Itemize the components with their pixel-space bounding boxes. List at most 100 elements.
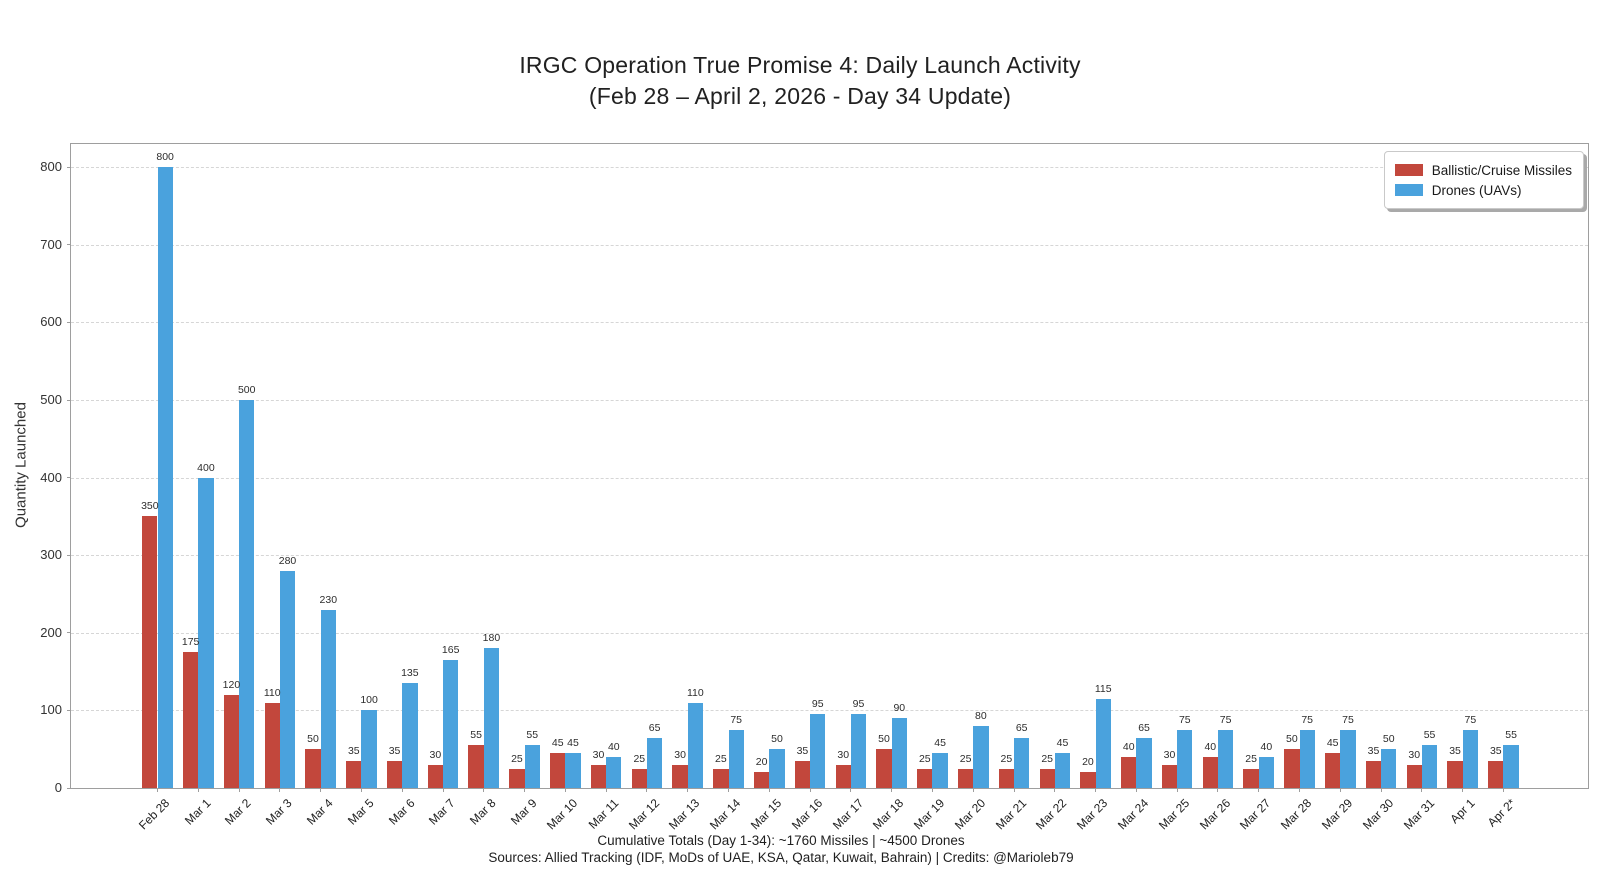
bar-missiles-mar-7	[427, 764, 443, 788]
bar-value-label: 25	[918, 752, 931, 765]
x-tick-label: Mar 2	[222, 796, 254, 828]
bar-value-label: 55	[470, 729, 482, 742]
bar-drones-feb-28	[157, 167, 173, 788]
bar-value-label: 25	[715, 752, 727, 765]
bar-value-label: 45	[934, 737, 946, 750]
bar-value-label: 35	[1489, 744, 1502, 757]
bar-missiles-mar-12	[631, 768, 647, 788]
y-tick-label: 0	[54, 780, 62, 795]
bar-value-label: 45	[567, 737, 579, 750]
bar-drones-mar-19	[932, 753, 948, 788]
bar-drones-mar-3	[279, 570, 296, 788]
x-tick-label: Feb 28	[136, 796, 173, 833]
bar-value-label: 50	[307, 733, 319, 746]
bar-drones-mar-4	[320, 609, 336, 788]
x-tick-mark	[687, 788, 689, 792]
x-tick-mark	[1176, 788, 1178, 792]
bar-value-label: 35	[796, 744, 809, 757]
bar-drones-mar-20	[973, 725, 989, 788]
bar-drones-mar-9	[524, 745, 540, 788]
bar-value-label: 75	[1219, 713, 1232, 726]
x-tick-label: Mar 22	[1033, 796, 1070, 833]
x-tick-label: Mar 14	[707, 796, 744, 833]
legend-item-label: Ballistic/Cruise Missiles	[1431, 162, 1572, 178]
bar-value-label: 30	[837, 748, 850, 761]
bar-missiles-mar-29	[1325, 753, 1341, 788]
bar-drones-apr-1	[1462, 729, 1478, 788]
plot-area: Ballistic/Cruise Missiles Drones (UAVs) 0…	[40, 143, 1589, 832]
bar-missiles-mar-27	[1243, 768, 1259, 788]
bar-value-label: 30	[1163, 748, 1176, 761]
x-tick-label: Mar 15	[747, 796, 785, 833]
x-tick-label: Mar 18	[870, 796, 907, 833]
legend-item-drones: Drones (UAVs)	[1394, 180, 1572, 200]
bar-drones-mar-27	[1258, 756, 1275, 788]
bar-value-label: 40	[607, 740, 620, 753]
bar-drones-apr-2-	[1503, 745, 1519, 788]
bar-drones-mar-15	[769, 749, 785, 788]
x-tick-label: Mar 11	[585, 796, 622, 832]
bar-value-label: 75	[1464, 713, 1477, 726]
x-tick-label: Apr 2*	[1484, 796, 1519, 830]
bar-value-label: 30	[592, 748, 605, 761]
y-tick-label: 100	[40, 702, 62, 718]
x-tick-mark	[891, 788, 893, 792]
y-tick-label: 300	[40, 547, 62, 563]
bar-drones-mar-13	[687, 702, 704, 788]
y-tick-label: 200	[40, 624, 62, 640]
x-tick-label: Mar 28	[1278, 796, 1315, 833]
bar-missiles-mar-28	[1284, 749, 1300, 788]
gridline-700	[71, 244, 1588, 246]
x-tick-label: Mar 13	[666, 796, 703, 833]
y-tick-mark	[67, 321, 71, 323]
x-tick-mark	[1135, 788, 1137, 792]
bar-missiles-mar-18	[876, 749, 892, 788]
y-tick-mark	[67, 632, 71, 634]
x-tick-mark	[1462, 788, 1464, 792]
bar-drones-mar-14	[728, 729, 744, 788]
x-tick-label: Mar 7	[426, 796, 458, 828]
bar-missiles-mar-14	[713, 768, 729, 788]
bar-value-label: 800	[156, 151, 174, 164]
x-tick-mark	[1299, 788, 1301, 792]
bar-value-label: 25	[511, 752, 523, 765]
x-tick-label: Mar 31	[1400, 796, 1437, 833]
x-tick-mark	[1013, 788, 1015, 792]
x-tick-label: Mar 16	[788, 796, 825, 833]
x-tick-mark	[850, 788, 852, 792]
bar-missiles-mar-9	[509, 768, 525, 788]
bar-missiles-mar-4	[305, 749, 321, 788]
x-tick-label: Mar 20	[951, 796, 989, 833]
bar-drones-mar-17	[850, 714, 867, 788]
x-tick-mark	[401, 788, 403, 792]
x-tick-mark	[360, 788, 362, 792]
bar-value-label: 45	[1326, 737, 1339, 750]
bar-missiles-feb-28	[142, 516, 158, 788]
x-tick-label: Mar 1	[181, 796, 214, 828]
y-tick-mark	[67, 554, 71, 556]
bar-value-label: 100	[360, 694, 378, 707]
bar-value-label: 40	[1260, 740, 1273, 753]
x-tick-mark	[1502, 788, 1504, 792]
x-tick-label: Mar 25	[1155, 796, 1193, 833]
bar-value-label: 175	[181, 636, 200, 649]
x-tick-mark	[768, 788, 770, 792]
bar-missiles-mar-26	[1202, 756, 1218, 788]
bar-missiles-mar-5	[346, 760, 362, 788]
bar-drones-mar-28	[1299, 729, 1315, 788]
bar-missiles-mar-8	[468, 745, 484, 788]
legend-item-missiles: Ballistic/Cruise Missiles	[1394, 160, 1572, 180]
bar-missiles-mar-24	[1121, 756, 1137, 788]
bar-missiles-mar-17	[835, 764, 851, 788]
bar-value-label: 20	[1082, 756, 1094, 769]
bar-drones-mar-1	[198, 477, 214, 788]
bar-missiles-mar-25	[1161, 764, 1178, 788]
bar-value-label: 50	[1382, 733, 1395, 746]
bar-value-label: 50	[771, 733, 783, 746]
x-tick-label: Mar 27	[1237, 796, 1274, 833]
x-tick-mark	[1095, 788, 1097, 792]
x-tick-mark	[972, 788, 974, 792]
bar-drones-mar-29	[1340, 729, 1356, 788]
x-tick-mark	[524, 788, 526, 792]
x-tick-mark	[1380, 788, 1382, 792]
